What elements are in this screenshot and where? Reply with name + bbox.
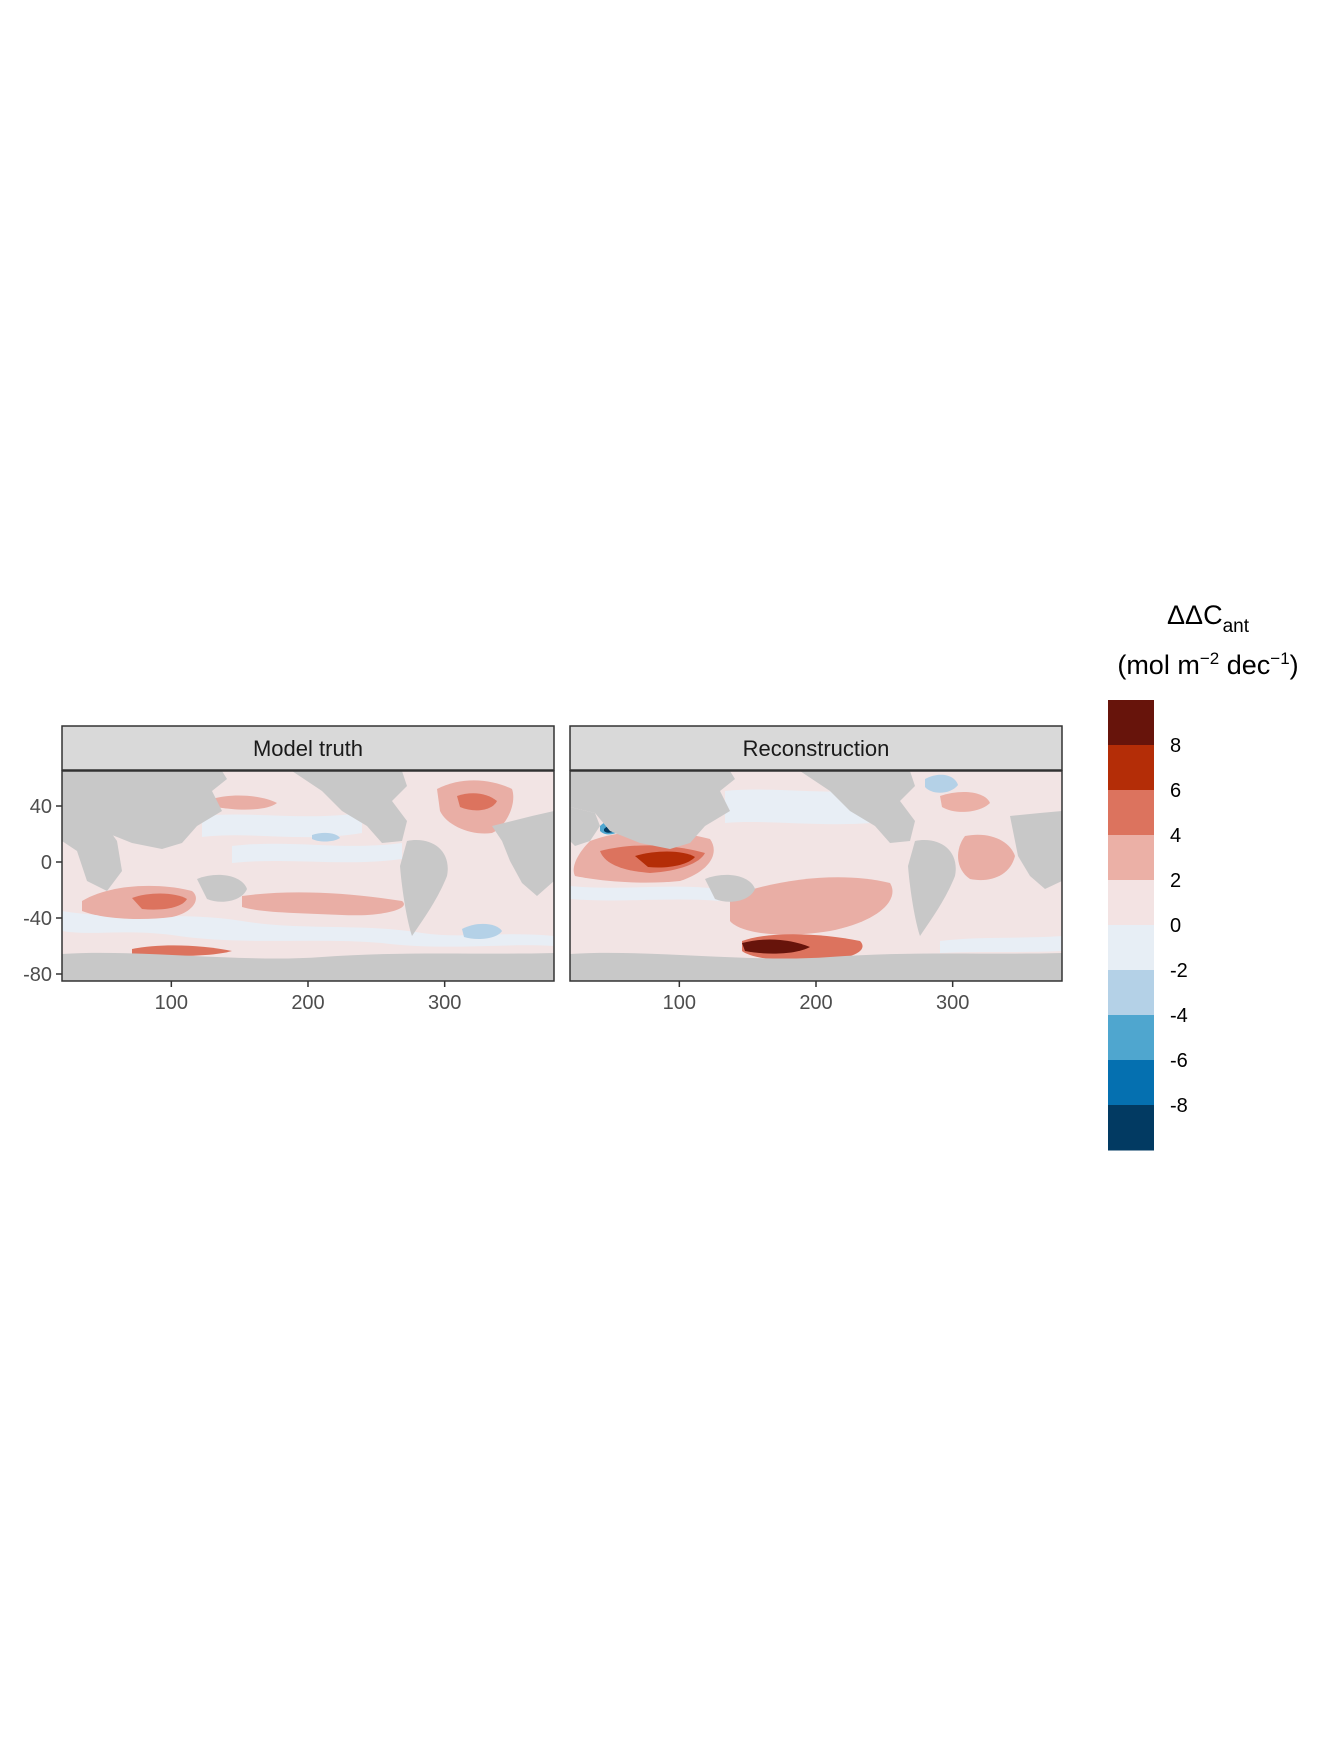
legend-color-bin	[1108, 745, 1154, 791]
y-tick-label: 0	[41, 852, 52, 874]
south-atlantic-negative	[462, 923, 502, 939]
strip-model-truth	[61, 725, 555, 771]
x-tick-label: 300	[428, 992, 461, 1014]
south-pacific-patch	[242, 892, 404, 916]
y-tick-label: -80	[23, 964, 52, 986]
north-atlantic-patch	[940, 791, 990, 812]
land	[570, 771, 1062, 981]
legend-color-bin	[1108, 925, 1154, 971]
legend: ΔΔCant (mol m−2 dec−1) 8 6 4 2 0 -2 -4 -6 -8	[1108, 600, 1299, 1151]
north-pacific-negative	[312, 832, 340, 842]
y-tick-label: -40	[23, 908, 52, 930]
map-reconstruction	[570, 771, 1062, 981]
panel-model-truth: Model truth	[23, 725, 555, 1014]
x-tick-label: 200	[291, 992, 324, 1014]
legend-label: 8	[1170, 735, 1181, 757]
legend-color-bin	[1108, 970, 1154, 1016]
y-tick-label: 40	[30, 796, 52, 818]
ticks-reconstruction: 100 200 300	[663, 981, 969, 1014]
labrador-sea-negative	[925, 774, 958, 793]
north-pacific-patch	[212, 795, 277, 810]
x-tick-label: 200	[799, 992, 832, 1014]
map-model-truth	[62, 771, 554, 981]
x-tick-label: 100	[155, 992, 188, 1014]
legend-colorbar: 8 6 4 2 0 -2 -4 -6 -8	[1108, 700, 1188, 1151]
strip-label-reconstruction: Reconstruction	[743, 736, 890, 761]
southern-ocean-near-zero	[62, 911, 554, 947]
legend-color-bin	[1108, 1060, 1154, 1106]
strip-label-model-truth: Model truth	[253, 736, 363, 761]
south-pacific-patch	[730, 877, 893, 935]
north-pacific-near-zero	[202, 813, 362, 838]
legend-color-bin	[1108, 700, 1154, 746]
legend-color-bin	[1108, 1015, 1154, 1061]
ross-sea-max	[742, 939, 810, 954]
land	[62, 771, 554, 981]
atlantic-patch	[958, 834, 1015, 881]
legend-color-bin	[1108, 835, 1154, 881]
legend-label: 2	[1170, 870, 1181, 892]
equatorial-pacific-near-zero	[232, 843, 402, 863]
legend-color-bin	[1108, 1105, 1154, 1151]
southern-atlantic-near-zero	[940, 936, 1062, 953]
south-indian-core	[132, 893, 187, 910]
north-atlantic-core	[457, 793, 497, 811]
south-indian-near-zero	[570, 886, 720, 901]
legend-label: 4	[1170, 825, 1181, 847]
legend-label: 6	[1170, 780, 1181, 802]
indian-ocean-max	[635, 851, 695, 868]
legend-title-units: (mol m−2 dec−1)	[1117, 649, 1298, 680]
legend-title-line1: ΔΔCant	[1167, 600, 1250, 637]
x-tick-label: 100	[663, 992, 696, 1014]
legend-label: -4	[1170, 1005, 1188, 1027]
legend-label: -8	[1170, 1095, 1188, 1117]
legend-color-bin	[1108, 880, 1154, 926]
legend-color-bin	[1108, 790, 1154, 836]
strip-reconstruction	[569, 725, 1063, 771]
legend-label: -2	[1170, 960, 1188, 982]
panel-reconstruction: Reconstruction	[569, 725, 1063, 1014]
legend-label: 0	[1170, 915, 1181, 937]
x-tick-label: 300	[936, 992, 969, 1014]
southern-indian-core	[132, 945, 232, 957]
legend-label: -6	[1170, 1050, 1188, 1072]
